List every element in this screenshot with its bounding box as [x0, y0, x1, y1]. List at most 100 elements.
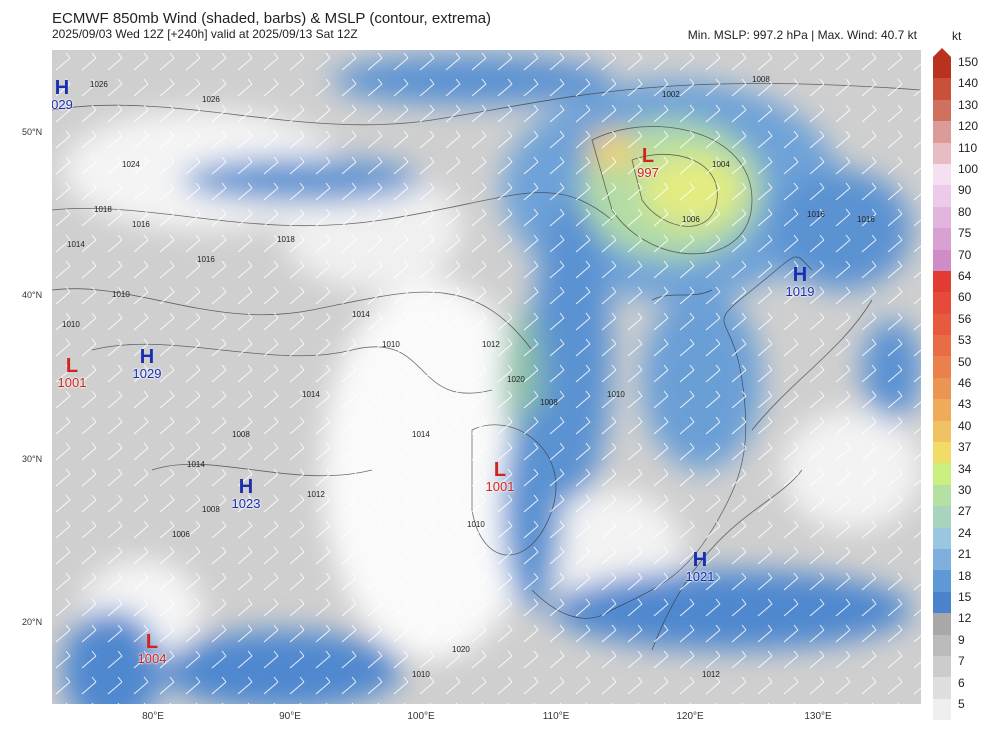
lat-label: 20°N	[22, 617, 43, 627]
isobar-label: 1026	[202, 95, 220, 104]
colorbar-level: 12	[958, 611, 972, 626]
colorbar-segment	[933, 570, 951, 592]
isobar-label: 1010	[382, 340, 400, 349]
extremum-symbol: H	[792, 264, 808, 286]
colorbar-segment	[933, 57, 951, 79]
lon-label: 110°E	[542, 711, 570, 722]
colorbar-level: 40	[958, 418, 972, 433]
isobar-label: 1008	[202, 505, 220, 514]
colorbar-level: 75	[958, 226, 972, 241]
lat-label: 40°N	[22, 290, 43, 300]
isobar-label: 1014	[67, 240, 85, 249]
isobar-label: 1012	[307, 490, 325, 499]
colorbar-segment	[933, 292, 951, 314]
colorbar-segment	[933, 548, 951, 571]
lat-label: 50°N	[22, 127, 43, 137]
colorbar-level: 100	[958, 162, 979, 176]
colorbar-level: 50	[958, 354, 972, 369]
colorbar-level: 18	[958, 568, 972, 583]
lon-label: 80°E	[142, 711, 164, 722]
colorbar-level: 90	[958, 183, 972, 198]
colorbar-segment	[933, 313, 951, 336]
colorbar-level: 64	[958, 269, 972, 283]
isobar-label: 1012	[482, 340, 500, 349]
isobar-label: 1004	[712, 160, 730, 169]
map-subtitle: 2025/09/03 Wed 12Z [+240h] valid at 2025…	[52, 27, 358, 41]
isobar-label: 1018	[94, 205, 112, 214]
isobar-label: 1016	[197, 255, 215, 264]
isobar-label: 1014	[352, 310, 370, 319]
colorbar-segment	[933, 121, 951, 143]
high-pressure-center: H 1023	[232, 477, 261, 510]
colorbar-segment	[933, 356, 951, 378]
isobar-label: 1012	[702, 670, 720, 679]
colorbar-segment	[933, 142, 951, 164]
colorbar-level: 30	[958, 483, 972, 497]
colorbar-level: 130	[958, 97, 979, 112]
extremum-value: 997	[637, 165, 659, 180]
colorbar-segment	[933, 442, 951, 464]
colorbar-segment	[933, 270, 951, 293]
isobar-label: 1026	[90, 80, 108, 89]
colorbar-segment	[933, 463, 951, 485]
extremum-value: 1001	[57, 375, 87, 390]
extremum-symbol: L	[65, 355, 79, 377]
colorbar-level: 56	[958, 311, 972, 326]
low-pressure-center: L 997	[637, 146, 659, 179]
extremum-symbol: L	[145, 631, 159, 653]
extremum-value: 029	[52, 97, 73, 112]
isobar-label: 1014	[302, 390, 320, 399]
colorbar-level: 24	[958, 525, 972, 540]
extremum-value: 1004	[137, 651, 167, 666]
isobar-label: 1010	[607, 390, 625, 399]
colorbar-level: 150	[958, 55, 979, 69]
weather-map: H 029 L 997 H 1019 L 1001 H 1029 L 1001 H 1023 H 1021 L 1…	[52, 50, 921, 704]
isobar-label: 1010	[112, 290, 130, 299]
isobar-label: 1018	[277, 235, 295, 244]
colorbar-segment	[933, 377, 951, 400]
high-pressure-center: H 029	[52, 78, 73, 111]
isobar-label: 1002	[662, 90, 680, 99]
isobar-label: 1006	[172, 530, 190, 539]
extremum-symbol: H	[54, 77, 70, 99]
lat-label: 30°N	[22, 454, 43, 464]
isobar-label: 1024	[122, 160, 140, 169]
wind-shading	[52, 50, 921, 704]
low-pressure-center: L 1001	[486, 460, 515, 493]
extremum-symbol: H	[139, 346, 155, 368]
isobar-label: 1008	[752, 75, 770, 84]
colorbar-level: 9	[958, 632, 965, 647]
colorbar-unit: kt	[952, 29, 962, 43]
colorbar-segment	[933, 228, 951, 250]
colorbar-segment	[933, 613, 951, 635]
high-pressure-center: H 1029	[133, 347, 162, 380]
isobar-label: 1014	[187, 460, 205, 469]
colorbar-segment	[933, 78, 951, 100]
colorbar-level: 7	[958, 654, 965, 669]
lon-label: 100°E	[407, 711, 435, 722]
extremum-symbol: L	[493, 459, 507, 481]
colorbar-segment	[933, 185, 951, 207]
isobar-label: 1020	[507, 375, 525, 384]
isobar-label: 1010	[467, 520, 485, 529]
colorbar-level: 80	[958, 204, 972, 219]
extremum-symbol: L	[641, 145, 655, 167]
isobar-label: 1016	[857, 215, 875, 224]
isobar-label: 1014	[412, 430, 430, 439]
low-pressure-center: L 1004	[138, 632, 167, 665]
colorbar-segment	[933, 206, 951, 229]
colorbar-level: 27	[958, 504, 972, 519]
isobar-label: 1008	[232, 430, 250, 439]
colorbar-level: 70	[958, 247, 972, 262]
isobar-label: 1010	[62, 320, 80, 329]
extremum-value: 1019	[785, 284, 815, 299]
lon-label: 120°E	[676, 711, 704, 722]
colorbar-arrow	[933, 48, 951, 57]
extremum-symbol: H	[692, 549, 708, 571]
colorbar-level: 34	[958, 461, 972, 476]
extremum-symbol: H	[238, 476, 254, 498]
colorbar-level: 120	[958, 119, 979, 134]
extremum-value: 1001	[485, 479, 515, 494]
high-pressure-center: H 1019	[786, 265, 815, 298]
colorbar-level: 53	[958, 333, 972, 348]
